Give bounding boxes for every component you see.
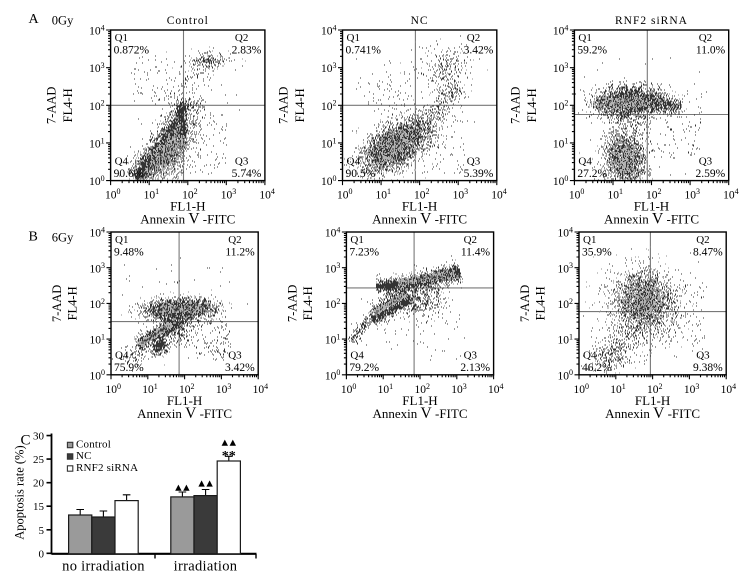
svg-text:2.13%: 2.13% bbox=[460, 362, 490, 374]
svg-text:90.6%: 90.6% bbox=[114, 168, 144, 180]
svg-text:FL1-H: FL1-H bbox=[402, 199, 437, 214]
svg-text:Q1: Q1 bbox=[115, 234, 128, 246]
svg-text:Q4: Q4 bbox=[115, 350, 129, 362]
svg-text:NC: NC bbox=[411, 15, 429, 27]
svg-text:11.4%: 11.4% bbox=[461, 247, 491, 259]
svg-text:FL4-H: FL4-H bbox=[534, 286, 548, 320]
svg-text:0.741%: 0.741% bbox=[346, 45, 382, 57]
svg-text:11.2%: 11.2% bbox=[225, 247, 255, 259]
svg-text:8.47%: 8.47% bbox=[693, 247, 723, 259]
svg-text:Annexin V -FITC: Annexin V -FITC bbox=[604, 211, 699, 228]
svg-text:Q1: Q1 bbox=[350, 234, 363, 246]
svg-text:Q2: Q2 bbox=[699, 32, 712, 44]
svg-text:5.39%: 5.39% bbox=[464, 168, 494, 180]
svg-text:9.38%: 9.38% bbox=[693, 362, 723, 374]
svg-text:Q2: Q2 bbox=[235, 32, 248, 44]
svg-text:Annexin V -FITC: Annexin V -FITC bbox=[373, 405, 468, 422]
svg-text:**: ** bbox=[222, 449, 236, 464]
svg-text:7-AAD: 7-AAD bbox=[285, 285, 299, 323]
svg-text:79.2%: 79.2% bbox=[349, 362, 379, 374]
svg-text:Q3: Q3 bbox=[235, 155, 249, 167]
svg-text:RNF2 siRNA: RNF2 siRNA bbox=[615, 15, 688, 27]
svg-text:5.74%: 5.74% bbox=[232, 168, 262, 180]
svg-text:FL1-H: FL1-H bbox=[635, 393, 670, 408]
svg-text:0Gy: 0Gy bbox=[52, 13, 74, 27]
svg-text:11.0%: 11.0% bbox=[696, 45, 726, 57]
svg-text:Q3: Q3 bbox=[228, 350, 242, 362]
svg-text:20: 20 bbox=[33, 478, 45, 490]
svg-text:Control: Control bbox=[167, 15, 209, 27]
svg-text:FL1-H: FL1-H bbox=[170, 199, 205, 214]
svg-text:Q2: Q2 bbox=[467, 32, 480, 44]
svg-text:Q2: Q2 bbox=[696, 234, 709, 246]
svg-text:RNF2 siRNA: RNF2 siRNA bbox=[76, 462, 138, 474]
svg-text:5: 5 bbox=[39, 525, 45, 537]
svg-text:Annexin V -FITC: Annexin V -FITC bbox=[140, 211, 235, 228]
svg-text:7.23%: 7.23% bbox=[349, 247, 379, 259]
svg-text:FL4-H: FL4-H bbox=[301, 286, 315, 320]
svg-text:FL4-H: FL4-H bbox=[61, 88, 75, 122]
svg-text:Annexin V -FITC: Annexin V -FITC bbox=[372, 211, 467, 228]
svg-text:15: 15 bbox=[33, 501, 45, 513]
svg-text:Q4: Q4 bbox=[347, 155, 361, 167]
svg-text:C: C bbox=[21, 432, 31, 448]
svg-text:A: A bbox=[29, 12, 40, 27]
svg-text:FL4-H: FL4-H bbox=[66, 286, 80, 320]
svg-text:Apoptosis rate (%): Apoptosis rate (%) bbox=[13, 445, 27, 539]
svg-text:Q2: Q2 bbox=[464, 234, 477, 246]
svg-text:Q4: Q4 bbox=[583, 350, 597, 362]
svg-text:Q3: Q3 bbox=[696, 350, 710, 362]
svg-text:0.872%: 0.872% bbox=[114, 45, 150, 57]
svg-text:no irradiation: no irradiation bbox=[62, 559, 145, 575]
svg-text:Q3: Q3 bbox=[699, 155, 713, 167]
svg-text:7-AAD: 7-AAD bbox=[277, 87, 291, 125]
svg-text:46.2%: 46.2% bbox=[582, 362, 612, 374]
svg-text:59.2%: 59.2% bbox=[577, 45, 607, 57]
svg-text:7-AAD: 7-AAD bbox=[45, 87, 59, 125]
svg-text:9.48%: 9.48% bbox=[114, 247, 144, 259]
svg-text:6Gy: 6Gy bbox=[52, 230, 74, 244]
svg-text:Q4: Q4 bbox=[578, 155, 592, 167]
svg-text:NC: NC bbox=[76, 450, 92, 462]
svg-text:Q1: Q1 bbox=[578, 32, 591, 44]
svg-text:Q4: Q4 bbox=[350, 350, 364, 362]
svg-text:35.9%: 35.9% bbox=[582, 247, 612, 259]
svg-text:7-AAD: 7-AAD bbox=[50, 285, 64, 323]
svg-text:Annexin V -FITC: Annexin V -FITC bbox=[137, 405, 232, 422]
svg-text:25: 25 bbox=[33, 454, 45, 466]
svg-text:30: 30 bbox=[33, 431, 45, 443]
svg-text:B: B bbox=[29, 230, 38, 245]
svg-text:7-AAD: 7-AAD bbox=[509, 87, 523, 125]
svg-text:90.5%: 90.5% bbox=[346, 168, 376, 180]
svg-text:7-AAD: 7-AAD bbox=[518, 285, 532, 323]
svg-text:3.42%: 3.42% bbox=[225, 362, 255, 374]
svg-text:Q3: Q3 bbox=[467, 155, 481, 167]
svg-text:Q3: Q3 bbox=[464, 350, 478, 362]
svg-text:3.42%: 3.42% bbox=[464, 45, 494, 57]
svg-text:75.9%: 75.9% bbox=[114, 362, 144, 374]
svg-text:Q1: Q1 bbox=[347, 32, 360, 44]
svg-text:2.83%: 2.83% bbox=[232, 45, 262, 57]
svg-text:2.59%: 2.59% bbox=[695, 168, 725, 180]
svg-text:27.2%: 27.2% bbox=[577, 168, 607, 180]
svg-text:FL4-H: FL4-H bbox=[293, 88, 307, 122]
svg-text:FL1-H: FL1-H bbox=[167, 393, 202, 408]
svg-text:irradiation: irradiation bbox=[174, 559, 238, 575]
svg-text:Annexin V -FITC: Annexin V -FITC bbox=[605, 405, 700, 422]
svg-text:Q4: Q4 bbox=[115, 155, 129, 167]
svg-text:Q1: Q1 bbox=[583, 234, 596, 246]
svg-text:FL1-H: FL1-H bbox=[402, 393, 437, 408]
svg-text:FL1-H: FL1-H bbox=[634, 199, 669, 214]
svg-text:Q2: Q2 bbox=[228, 234, 241, 246]
svg-text:Q1: Q1 bbox=[115, 32, 128, 44]
svg-text:FL4-H: FL4-H bbox=[525, 88, 539, 122]
svg-text:0: 0 bbox=[39, 548, 45, 560]
svg-text:Control: Control bbox=[76, 439, 111, 451]
